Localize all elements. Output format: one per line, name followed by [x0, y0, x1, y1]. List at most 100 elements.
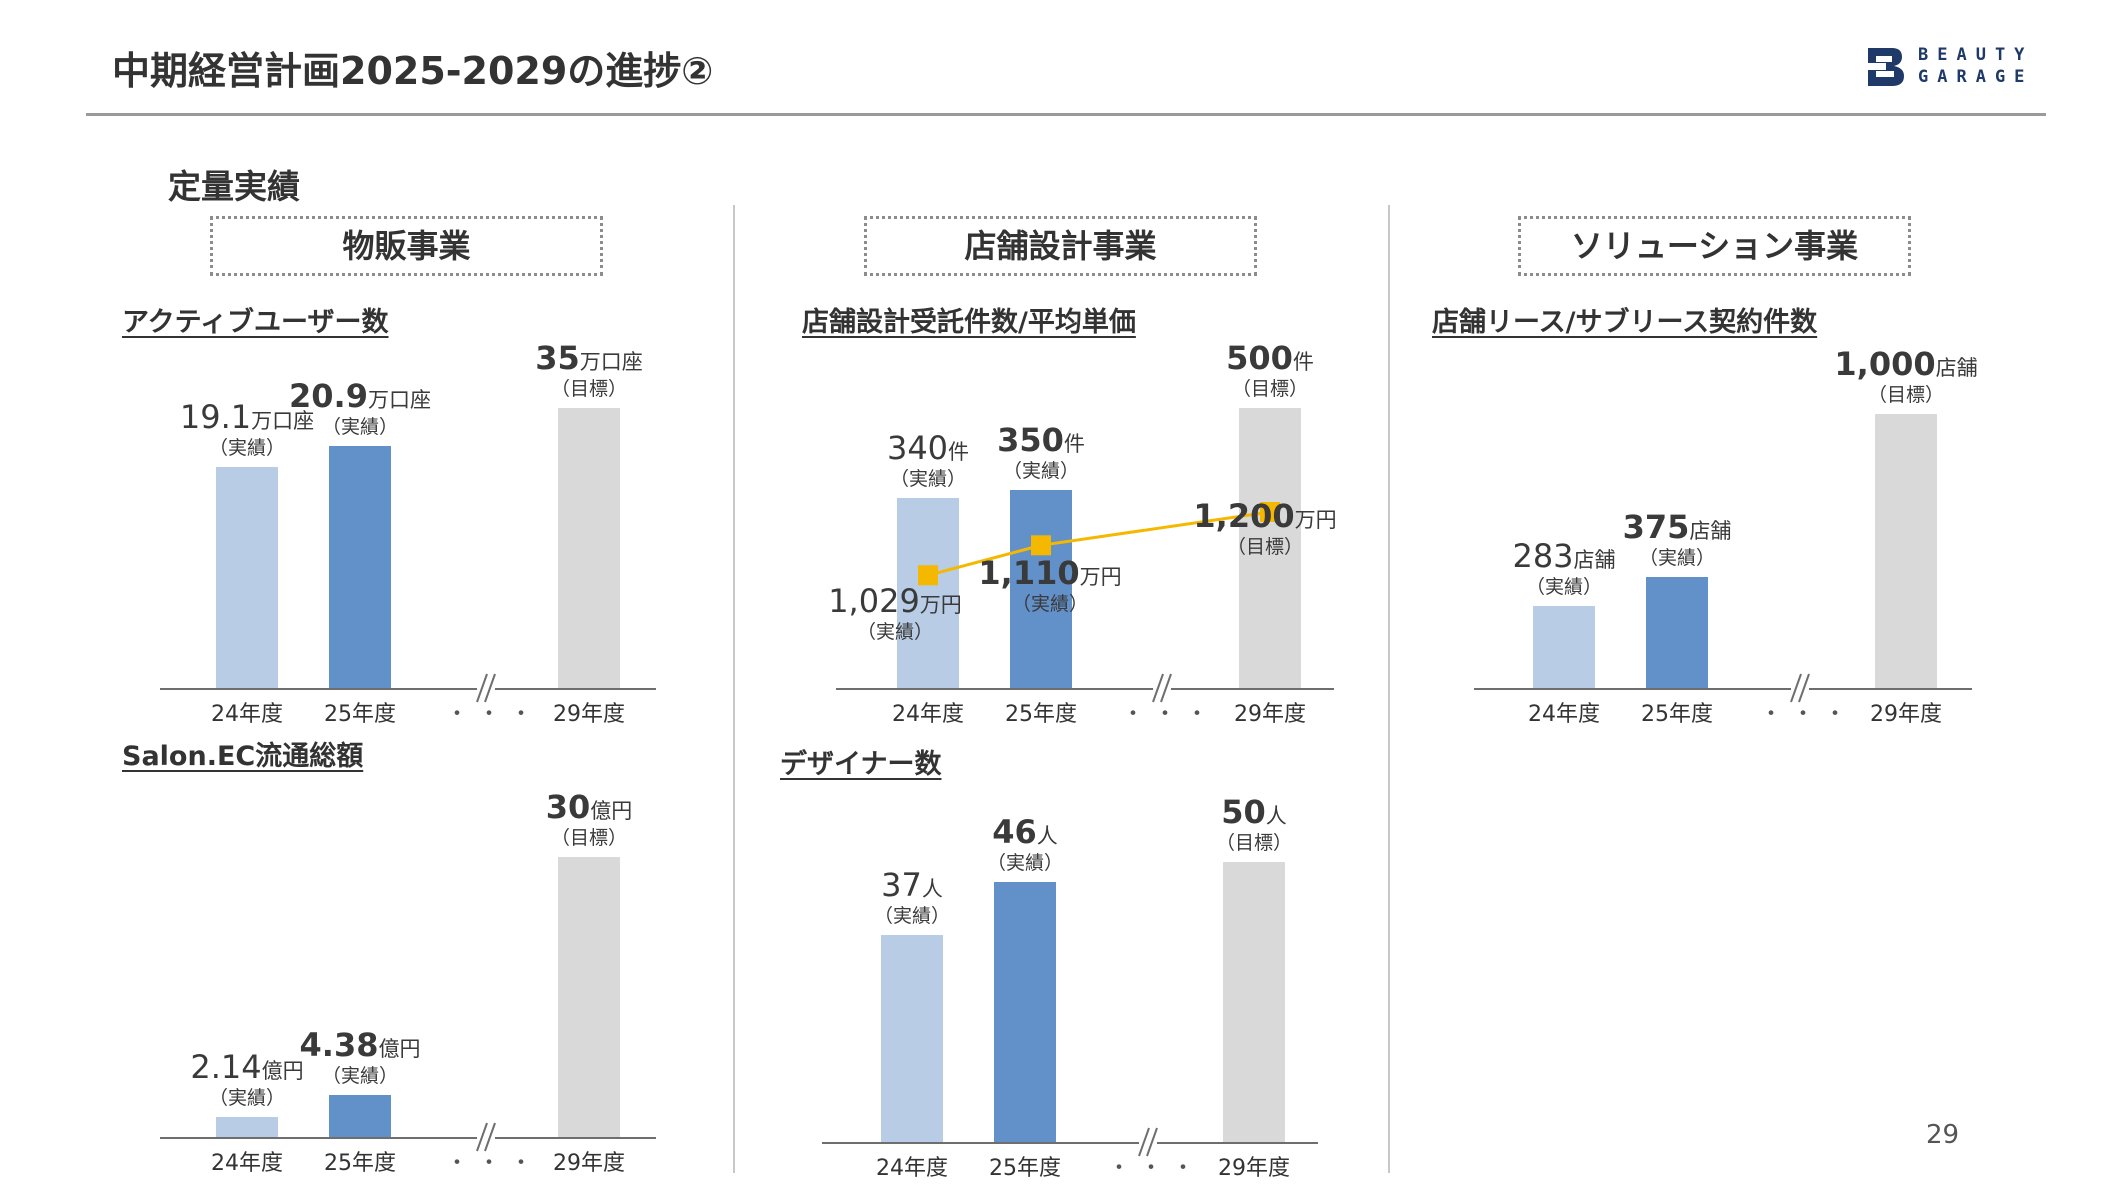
data-label: 4.38億円 （実績） [300, 1027, 421, 1089]
bar [558, 857, 620, 1137]
column-divider [733, 205, 735, 1173]
chart-title-leases: 店舗リース/サブリース契約件数 [1432, 307, 1818, 338]
axis-break-icon [1785, 668, 1815, 708]
data-label-unit: 件 [1063, 432, 1085, 456]
data-label: 20.9万口座 （実績） [289, 378, 431, 440]
page-title: 中期経営計画2025-2029の進捗② [112, 49, 714, 93]
data-label-value: 1,029 [828, 582, 920, 621]
x-tick-label: 24年度 [211, 702, 283, 727]
x-axis [160, 1137, 656, 1139]
data-label: 500件 （目標） [1226, 340, 1314, 402]
data-label: 35万口座 （目標） [535, 340, 643, 402]
data-label-note: （目標） [1215, 832, 1293, 854]
data-label: 46人 （実績） [987, 814, 1063, 876]
data-label-value: 37 [881, 865, 922, 904]
data-label-unit: 万口座 [579, 350, 643, 374]
x-tick-label: 29年度 [1234, 702, 1306, 727]
data-label: 1,110万円 （実績） [978, 555, 1121, 617]
data-label-note: （目標） [1867, 384, 1944, 406]
data-label-value: 30 [545, 788, 591, 826]
data-label-unit: 人 [1036, 824, 1058, 848]
bar [1533, 606, 1595, 688]
data-label-note: （実績） [873, 904, 951, 927]
x-axis [1474, 688, 1972, 690]
bar [1646, 577, 1708, 688]
data-label-note: （目標） [550, 378, 627, 400]
x-tick-label: 24年度 [211, 1151, 283, 1176]
data-label-unit: 万円 [919, 593, 962, 618]
division-box-solution: ソリューション事業 [1518, 216, 1911, 276]
logo-text: BEAUTY GARAGE [1918, 45, 2034, 87]
data-label: 340件 （実績） [887, 430, 969, 492]
x-tick-label: 25年度 [1641, 702, 1713, 727]
data-label-note: （実績） [321, 416, 399, 439]
data-label: 375店舗 （実績） [1623, 509, 1732, 571]
bar [881, 934, 943, 1142]
x-axis [836, 688, 1334, 690]
brand-logo: BEAUTY GARAGE [1862, 44, 2042, 92]
data-label-value: 340 [886, 428, 949, 467]
data-label-value: 46 [992, 813, 1037, 851]
data-label-unit: 億円 [378, 1037, 421, 1061]
chart-title-designers: デザイナー数 [780, 749, 942, 780]
data-label-unit: 店舗 [1935, 356, 1978, 380]
x-tick-label: 29年度 [553, 1151, 625, 1176]
data-label-value: 500 [1226, 339, 1293, 377]
axis-break-icon [1133, 1122, 1163, 1162]
data-label-note: （目標） [1231, 378, 1309, 400]
data-label-unit: 万円 [1079, 565, 1122, 590]
axis-break-icon [1147, 668, 1177, 708]
bar [216, 466, 278, 688]
x-tick-label: 24年度 [892, 702, 964, 727]
data-label-unit: 人 [921, 876, 943, 901]
page-number: 29 [1926, 1120, 1960, 1150]
x-tick-label: 29年度 [553, 702, 625, 727]
data-label: 30億円 （目標） [546, 789, 633, 851]
data-label-unit: 万口座 [367, 388, 431, 413]
title-divider [86, 113, 2046, 116]
x-tick-label: 25年度 [1005, 702, 1077, 727]
division-box-store-design: 店舗設計事業 [864, 216, 1257, 276]
data-label: 37人 （実績） [874, 867, 950, 929]
data-label-value: 1,000 [1834, 345, 1936, 383]
axis-break-icon [471, 668, 501, 708]
bar [994, 882, 1056, 1142]
bar [329, 446, 391, 688]
x-tick-label: 29年度 [1870, 702, 1942, 727]
axis-break-dots: ・・・ [446, 1151, 543, 1176]
data-label: 283店舗 （実績） [1512, 538, 1615, 600]
data-label-value: 20.9 [289, 377, 368, 416]
data-label-note: （実績） [1638, 547, 1716, 569]
bar [216, 1117, 278, 1137]
data-label-unit: 万円 [1294, 508, 1337, 532]
data-label-value: 4.38 [299, 1026, 379, 1064]
data-label-unit: 億円 [261, 1059, 304, 1083]
data-label-unit: 店舗 [1573, 548, 1616, 572]
x-axis [160, 688, 656, 690]
data-label: 1,000店舗 （目標） [1834, 346, 1977, 408]
data-label-note: （目標） [550, 827, 627, 849]
data-label-value: 19.1 [179, 397, 252, 436]
data-label: 350件 （実績） [997, 422, 1085, 484]
data-label-note: （実績） [1011, 593, 1088, 616]
x-tick-label: 25年度 [989, 1156, 1061, 1181]
section-title: 定量実績 [168, 167, 300, 206]
chart-title-salon-ec: Salon.EC流通総額 [122, 741, 364, 772]
data-label-unit: 人 [1265, 804, 1287, 828]
data-label-note: （実績） [208, 1087, 285, 1109]
data-label-unit: 店舗 [1689, 519, 1732, 543]
bar [1875, 414, 1937, 688]
axis-break-dots: ・・・ [1108, 1156, 1205, 1181]
axis-break-dots: ・・・ [1122, 702, 1219, 727]
data-label-note: （実績） [1002, 460, 1080, 482]
x-tick-label: 25年度 [324, 702, 396, 727]
x-tick-label: 29年度 [1218, 1156, 1290, 1181]
data-label-unit: 件 [948, 439, 970, 464]
data-label-note: （目標） [1226, 536, 1303, 558]
data-label-value: 50 [1221, 793, 1266, 831]
data-label: 19.1万口座 （実績） [180, 399, 314, 461]
data-label-note: （実績） [986, 852, 1064, 874]
axis-break-icon [471, 1117, 501, 1157]
bar [558, 408, 620, 688]
data-label-note: （実績） [1525, 576, 1603, 598]
